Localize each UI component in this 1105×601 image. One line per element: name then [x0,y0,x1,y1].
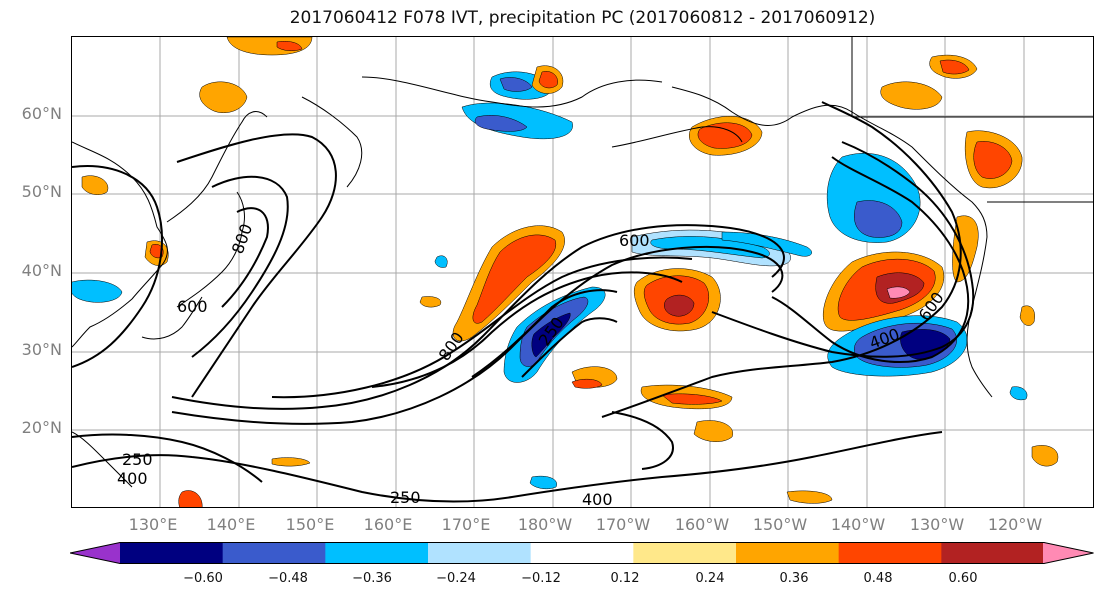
colorbar-tick-label: 0.48 [863,571,893,586]
colorbar-segment [736,542,840,564]
lon-label-150w: 150°W [752,515,808,534]
lon-label-130e: 130°E [128,515,178,534]
lon-label-170w: 170°W [595,515,651,534]
coastlines [72,37,1093,488]
colorbar-tick-label: −0.12 [521,571,561,586]
colorbar-tick-label: −0.60 [183,571,223,586]
contour-label: 250 [122,450,153,469]
colorbar [70,542,1094,564]
colorbar-tick-label: −0.48 [268,571,308,586]
contour-label: 600 [619,231,650,250]
contour-label: 250 [390,488,421,507]
colorbar-segments [70,542,1094,564]
lon-label-160w: 160°W [674,515,730,534]
colorbar-segment [70,542,121,564]
colorbar-segment [941,542,1045,564]
map-canvas: 600 250 400 600 800 250 400 250 400 600 … [72,37,1093,508]
colorbar-tick-label: −0.24 [436,571,476,586]
colorbar-tick-label: 0.36 [779,571,809,586]
lon-label-140w: 140°W [830,515,886,534]
lat-label-40n: 40°N [21,261,62,280]
lon-label-130w: 130°W [909,515,965,534]
lon-label-160e: 160°E [363,515,413,534]
lon-label-180w: 180°W [517,515,573,534]
lat-label-50n: 50°N [21,182,62,201]
contour-label: 600 [177,297,208,316]
lat-label-30n: 30°N [21,340,62,359]
lon-label-170e: 170°E [441,515,491,534]
colorbar-tick-label: 0.24 [695,571,725,586]
colorbar-segment [325,542,429,564]
colorbar-segment [222,542,326,564]
colorbar-tick-label: −0.36 [352,571,392,586]
precipitation-anomalies [72,37,1059,507]
colorbar-segment [1043,542,1094,564]
colorbar-segment [838,542,942,564]
colorbar-segment [428,542,532,564]
contour-label: 400 [117,469,148,488]
map-panel: 600 250 400 600 800 250 400 250 400 600 … [71,36,1094,508]
colorbar-segment [120,542,224,564]
colorbar-outline [70,542,1094,564]
ivt-contours [72,101,975,503]
lon-label-140e: 140°E [206,515,256,534]
lat-label-20n: 20°N [21,418,62,437]
lon-label-120w: 120°W [987,515,1043,534]
contour-label: 400 [582,490,613,508]
lat-label-60n: 60°N [21,104,62,123]
colorbar-tick-label: 0.12 [610,571,640,586]
colorbar-segment [530,542,634,564]
colorbar-tick-label: 0.60 [948,571,978,586]
colorbar-segment [633,542,737,564]
lon-label-150e: 150°E [285,515,335,534]
plot-title: 2017060412 F078 IVT, precipitation PC (2… [289,8,876,28]
contour-label: 800 [228,221,256,256]
